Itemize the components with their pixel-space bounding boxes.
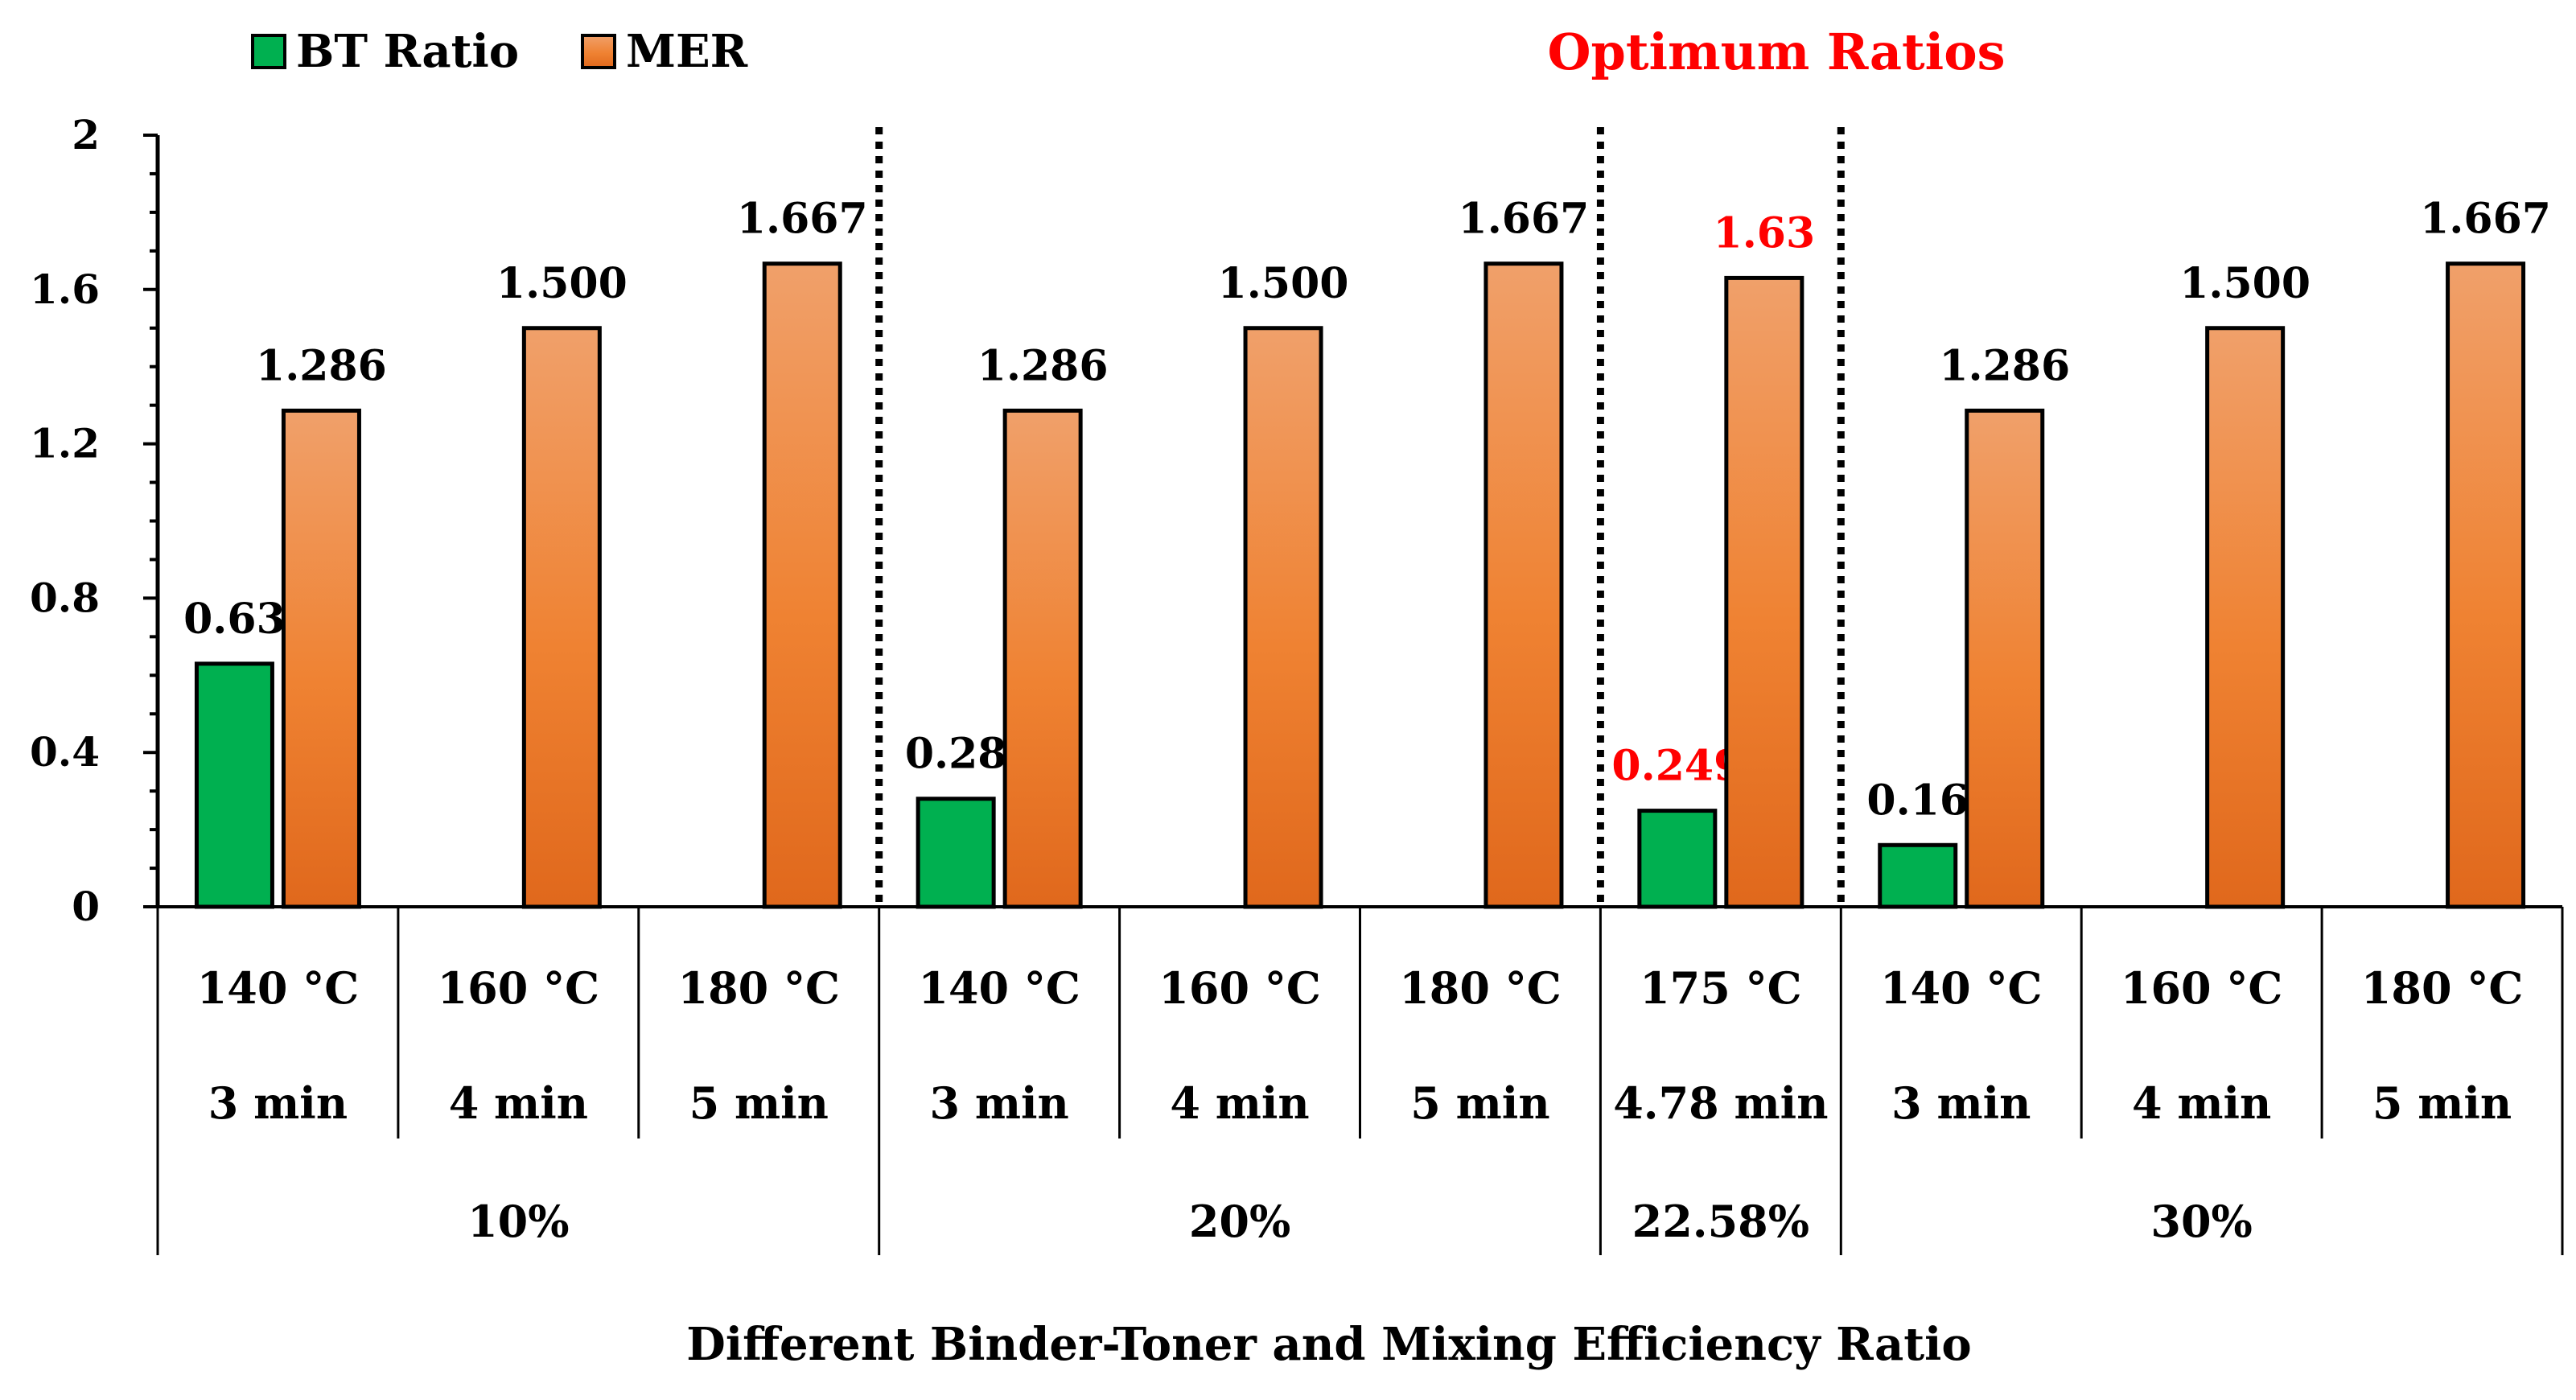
category-time-label: 3 min <box>930 1077 1069 1129</box>
category-time-label: 3 min <box>208 1077 348 1129</box>
legend-label-mer: MER <box>626 25 748 78</box>
data-label-bt-ratio: 0.249 <box>1611 742 1743 791</box>
category-time-label: 4 min <box>449 1077 588 1129</box>
group-label: 10% <box>467 1196 569 1247</box>
data-label-mer: 1.667 <box>737 195 868 244</box>
data-label-mer: 1.286 <box>256 341 387 390</box>
bar-mer <box>521 326 602 909</box>
y-tick-label: 2 <box>72 111 100 159</box>
group-label: 22.58% <box>1632 1196 1809 1247</box>
bar-mer <box>281 408 361 909</box>
bar-mer <box>1724 275 1804 909</box>
y-tick-label: 0.4 <box>30 728 100 776</box>
data-label-mer: 1.667 <box>1459 195 1590 244</box>
bar-mer <box>1243 326 1323 909</box>
data-label-mer: 1.286 <box>977 341 1109 390</box>
legend-label-bt-ratio: BT Ratio <box>296 25 519 78</box>
data-label-mer: 1.286 <box>1939 341 2070 390</box>
data-label-bt-ratio: 0.16 <box>1866 776 1969 825</box>
bar-bt-ratio <box>916 797 996 909</box>
bar-mer <box>1483 261 1564 909</box>
data-label-mer: 1.667 <box>2420 195 2551 244</box>
optimum-ratios-title: Optimum Ratios <box>1548 23 2006 81</box>
y-tick-label: 1.6 <box>30 266 100 313</box>
category-time-label: 4.78 min <box>1613 1077 1828 1129</box>
y-tick-label: 0 <box>72 883 100 930</box>
category-temp-label: 180 °C <box>1399 962 1562 1014</box>
legend-swatch-bt-ratio <box>251 34 286 69</box>
bar-bt-ratio <box>1637 809 1718 909</box>
bar-mer <box>1002 408 1083 909</box>
category-time-label: 4 min <box>2132 1077 2271 1129</box>
bar-mer <box>762 261 842 909</box>
legend-swatch-mer <box>581 34 616 69</box>
category-temp-label: 140 °C <box>918 962 1080 1014</box>
category-temp-label: 180 °C <box>678 962 841 1014</box>
category-time-label: 5 min <box>2372 1077 2512 1129</box>
category-time-label: 3 min <box>1891 1077 2031 1129</box>
category-time-label: 5 min <box>689 1077 829 1129</box>
y-tick-label: 1.2 <box>30 420 100 467</box>
category-temp-label: 160 °C <box>2121 962 2283 1014</box>
data-label-mer: 1.500 <box>1218 259 1349 308</box>
category-time-label: 5 min <box>1410 1077 1549 1129</box>
data-label-mer: 1.500 <box>2179 259 2311 308</box>
legend: BT Ratio MER <box>251 25 748 78</box>
category-temp-label: 160 °C <box>438 962 600 1014</box>
group-label: 30% <box>2150 1196 2252 1247</box>
bar-mer <box>1965 408 2045 909</box>
data-label-bt-ratio: 0.28 <box>905 730 1007 779</box>
category-temp-label: 140 °C <box>1880 962 2043 1014</box>
category-temp-label: 175 °C <box>1640 962 1802 1014</box>
category-temp-label: 180 °C <box>2361 962 2524 1014</box>
data-label-mer: 1.500 <box>496 259 628 308</box>
bar-bt-ratio <box>194 661 274 909</box>
y-tick-label: 0.8 <box>30 574 100 621</box>
group-label: 20% <box>1189 1196 1290 1247</box>
category-time-label: 4 min <box>1170 1077 1309 1129</box>
data-label-bt-ratio: 0.63 <box>183 595 286 644</box>
category-temp-label: 140 °C <box>197 962 360 1014</box>
bar-mer <box>2446 261 2526 909</box>
bar-bt-ratio <box>1878 842 1958 909</box>
category-temp-label: 160 °C <box>1158 962 1321 1014</box>
x-axis-title: Different Binder-Toner and Mixing Effici… <box>686 1318 1971 1371</box>
bar-mer <box>2205 326 2286 909</box>
data-label-mer: 1.63 <box>1714 208 1816 257</box>
